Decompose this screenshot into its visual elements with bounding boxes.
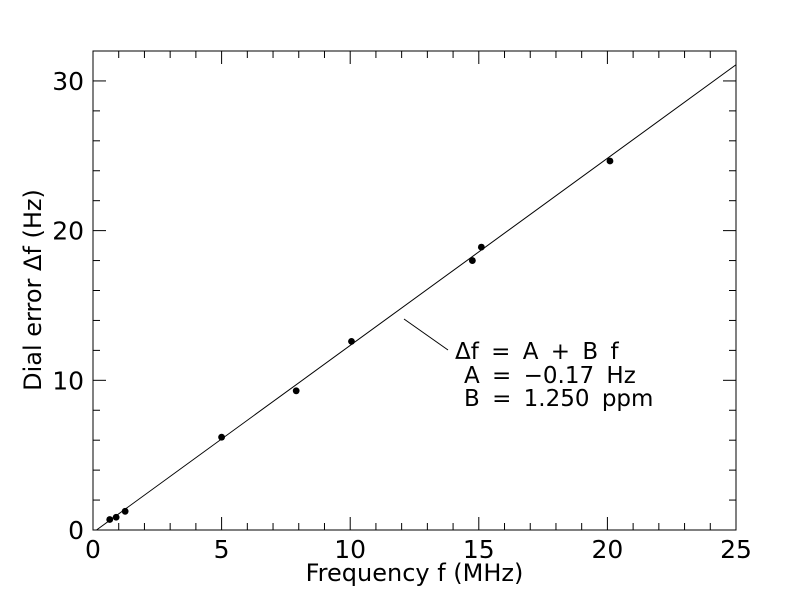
data-point <box>468 257 476 264</box>
data-point <box>112 513 120 521</box>
data-point <box>348 337 355 345</box>
data-point <box>218 433 226 441</box>
y-tick-label: 10 <box>52 366 84 395</box>
data-point <box>292 387 300 395</box>
y-axis-title: Dial error Δf (Hz) <box>19 189 47 391</box>
x-tick-label: 25 <box>720 535 752 564</box>
x-tick-label: 5 <box>214 535 230 564</box>
annotation-equation: Δf = A + B f <box>455 339 619 365</box>
annotation-intercept: A = −0.17 Hz <box>464 362 636 389</box>
annotation-slope: B = 1.250 ppm <box>464 386 654 412</box>
x-tick-label: 20 <box>591 535 623 564</box>
data-point <box>477 243 485 251</box>
y-tick-label: 20 <box>52 217 84 246</box>
data-point <box>106 516 114 523</box>
x-tick-label: 10 <box>334 535 366 564</box>
x-tick-label: 15 <box>463 535 495 564</box>
y-tick-label: 0 <box>68 516 84 545</box>
annotation-leader-line <box>403 318 449 351</box>
x-tick-label: 0 <box>85 535 101 564</box>
y-tick-label: 30 <box>52 67 84 96</box>
data-point <box>606 157 614 165</box>
fit-line <box>96 64 737 531</box>
x-axis-title: Frequency f (MHz) <box>305 559 524 587</box>
plot-border <box>92 50 737 531</box>
fit-annotation: Δf = A + B f A = −0.17 Hz B = 1.250 ppm <box>455 339 654 412</box>
data-point <box>121 507 129 515</box>
